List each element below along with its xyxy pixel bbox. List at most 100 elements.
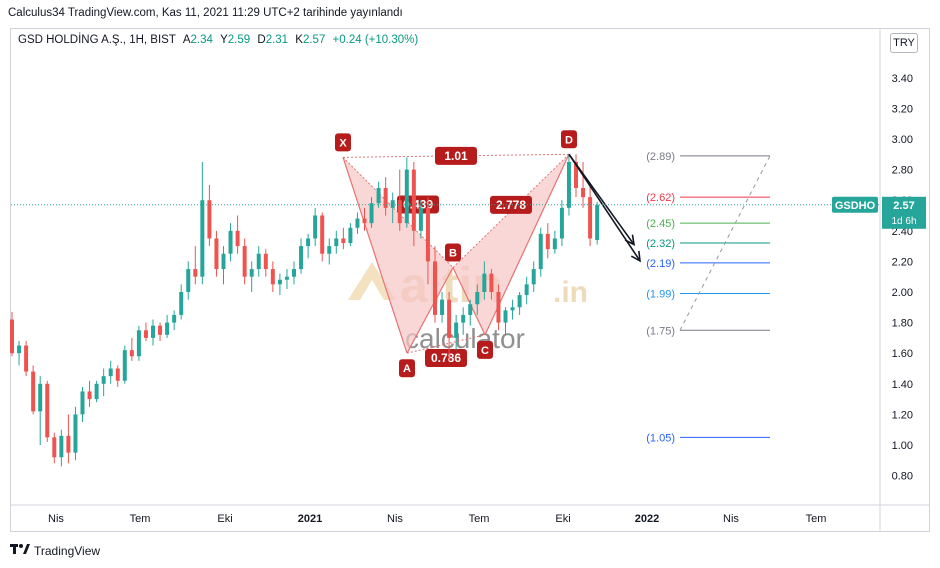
candle-body [221,253,226,270]
pattern-point-badge [477,340,493,359]
candle-body [559,207,564,239]
open-label: A [182,34,191,46]
candle-body [136,330,141,357]
price-tick-label: 2.40 [892,226,913,238]
symbol-legend: GSD HOLDİNG A.Ş., 1H, BIST A2.34 Y2.59 D… [18,34,418,46]
candle-body [299,246,304,270]
candle-body [108,368,113,377]
price-axis: 3.403.203.002.802.602.402.202.001.801.60… [892,73,913,483]
price-tick-label: 1.80 [892,318,913,330]
candle-body [17,345,22,354]
candle-body [24,345,29,372]
time-tick-label: 2021 [298,513,322,525]
time-tick-label: Eki [555,513,570,525]
time-tick-label: Tem [806,513,827,525]
price-tick-label: 1.60 [892,348,913,360]
candle-body [172,314,177,323]
currency-button[interactable]: TRY [890,33,918,53]
candle-body [574,161,578,188]
candle-body [270,269,275,285]
candle-body [38,383,43,412]
footer-brand-name: TradingView [34,543,101,558]
candle-body [369,203,374,224]
watermark-suffix: .in [553,276,588,309]
pattern-ratio-label: 2.778 [496,198,526,212]
price-tick-label: 3.20 [892,103,913,115]
price-tick-label: 2.00 [892,287,913,299]
candle-body [179,292,184,315]
time-tick-label: Nis [387,513,403,525]
pattern-point-badge [445,243,461,262]
close-label: K [295,34,303,46]
candle-body [101,376,106,384]
candle-body [143,330,148,338]
candle-body [503,310,508,323]
candle-body [52,437,57,458]
candle-body [447,299,452,338]
footer-brand[interactable]: TradingView [10,543,100,558]
low-label: D [257,34,266,46]
pattern-point-label: B [449,248,457,260]
pattern-triangle-bcd [453,154,569,335]
fib-level-label: (2.62) [646,192,675,204]
watermark-subtitle: calculator [405,323,525,354]
candle-body [186,269,191,292]
candle-body [292,269,296,277]
candle-body [411,169,416,231]
candle-body [193,269,198,277]
tradingview-logo-icon [10,543,30,558]
candle-body [468,304,473,315]
time-tick-label: Tem [130,513,151,525]
candle-body [581,187,586,198]
symbol-name: GSD HOLDİNG A.Ş., 1H, BIST [18,34,176,46]
candle-body [235,230,240,247]
ticker-label: GSDHO [835,200,876,212]
countdown-label: 1d 6h [891,216,916,227]
pattern-ratio-line [406,334,486,354]
ticker-badge [832,196,878,213]
candle-body [552,238,557,250]
price-tick-label: 0.80 [892,471,913,483]
candle-body [348,227,353,244]
candle-body [200,200,205,277]
price-tick-label: 2.80 [892,165,913,177]
price-badge [882,196,926,229]
candle-body [207,200,212,239]
arrow-head [630,250,641,263]
candle-body [390,200,395,208]
projection-arrows [568,153,641,263]
arrow-shaft [568,153,641,262]
candle-body [545,233,550,250]
candle-body [566,161,571,208]
low-value: 2.31 [265,34,289,46]
fib-levels: (2.89) (2.62) (2.45) (2.32) (2.19) (1.99) (1.7… [646,151,771,444]
pattern-point-label: X [339,137,347,149]
pattern-ratio-label: 1.01 [444,149,468,163]
time-tick-label: Nis [723,513,739,525]
time-tick-label: Tem [469,513,490,525]
last-price-tag: GSDHO 2.57 1d 6h [11,196,926,229]
candle-body [397,200,402,224]
candle-body [277,279,282,285]
price-tick-label: 1.40 [892,379,913,391]
time-tick-label: Eki [217,513,232,525]
candle-body [461,314,466,323]
candle-body [66,435,71,453]
pattern-ratio-badge [425,349,467,368]
fib-trend-line [679,155,771,331]
candle-body [383,187,388,208]
candle-body [10,319,14,354]
time-tick-label: Nis [48,513,64,525]
price-tick-label: 2.20 [892,256,913,268]
candle-body [31,371,36,412]
price-tick-label: 1.00 [892,440,913,452]
candle-body [313,215,318,239]
candle-body [94,383,99,400]
candle-body [482,273,487,292]
candle-body [489,273,494,292]
candle-body [80,391,85,415]
time-axis: Nis Tem Eki 2021 Nis Tem Eki 2022 Nis Tem [48,513,826,525]
candle-body [531,269,536,285]
candle-body [440,299,445,315]
